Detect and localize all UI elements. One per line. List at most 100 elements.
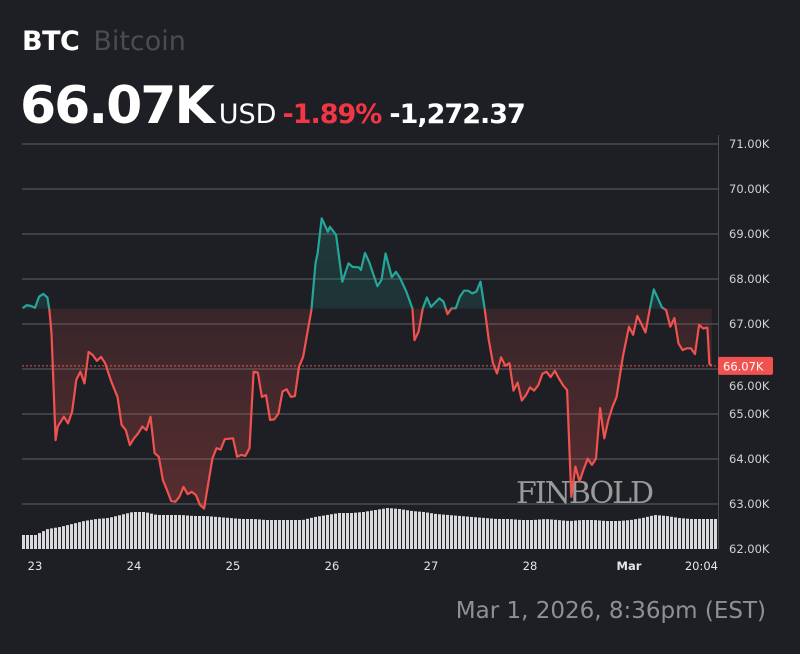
volume-bar bbox=[322, 515, 325, 549]
volume-bar bbox=[282, 520, 285, 549]
volume-bar bbox=[362, 511, 365, 549]
volume-bar bbox=[330, 514, 333, 549]
volume-bar bbox=[690, 519, 693, 549]
current-price: 66.07K bbox=[20, 76, 215, 136]
volume-bar bbox=[446, 514, 449, 549]
volume-bar bbox=[382, 508, 385, 549]
volume-bar bbox=[538, 519, 541, 549]
volume-bar bbox=[318, 516, 321, 549]
volume-bar bbox=[346, 513, 349, 549]
volume-bar bbox=[206, 516, 209, 549]
volume-bar bbox=[70, 524, 73, 549]
volume-bar bbox=[582, 520, 585, 549]
volume-bar bbox=[614, 521, 617, 549]
volume-bar bbox=[610, 521, 613, 549]
volume-bar bbox=[302, 519, 305, 549]
volume-bar bbox=[450, 515, 453, 549]
volume-bar bbox=[250, 519, 253, 549]
volume-bar bbox=[494, 518, 497, 549]
volume-bar bbox=[562, 520, 565, 549]
volume-bar bbox=[166, 515, 169, 549]
volume-bar bbox=[74, 523, 77, 549]
volume-bar bbox=[78, 522, 81, 549]
volume-bar bbox=[702, 519, 705, 549]
volume-bar bbox=[34, 535, 37, 549]
x-tick-label: Mar bbox=[617, 559, 642, 573]
volume-bar bbox=[234, 518, 237, 549]
y-tick-label: 69.00K bbox=[729, 227, 770, 241]
volume-bar bbox=[698, 519, 701, 549]
volume-bar bbox=[426, 512, 429, 549]
volume-bar bbox=[58, 527, 61, 549]
volume-bar bbox=[646, 516, 649, 549]
volume-bar bbox=[514, 519, 517, 549]
volume-bar bbox=[354, 512, 357, 549]
price-line-up bbox=[21, 217, 666, 309]
x-tick-label: 26 bbox=[325, 559, 340, 573]
asset-name: Bitcoin bbox=[93, 26, 186, 57]
volume-bar bbox=[102, 518, 105, 549]
volume-bar bbox=[566, 520, 569, 549]
volume-bar bbox=[98, 518, 101, 549]
volume-bar bbox=[86, 520, 89, 549]
volume-bar bbox=[122, 514, 125, 549]
volume-bar bbox=[218, 517, 221, 549]
y-tick-label: 64.00K bbox=[729, 452, 770, 466]
volume-bar bbox=[522, 520, 525, 549]
volume-bar bbox=[22, 535, 25, 549]
volume-bar bbox=[290, 520, 293, 549]
volume-bar bbox=[466, 516, 469, 549]
volume-bar bbox=[150, 513, 153, 549]
volume-bar bbox=[258, 519, 261, 549]
currency: USD bbox=[218, 99, 277, 130]
volume-bar bbox=[110, 517, 113, 549]
x-tick-label: 20:04 bbox=[685, 559, 718, 573]
volume-bar bbox=[510, 519, 513, 549]
volume-bar bbox=[262, 519, 265, 549]
volume-bar bbox=[682, 518, 685, 549]
area-fill-above bbox=[22, 218, 664, 309]
volume-bar bbox=[158, 515, 161, 549]
volume-bar bbox=[402, 509, 405, 549]
volume-bar bbox=[490, 518, 493, 549]
volume-bar bbox=[418, 511, 421, 549]
volume-bar bbox=[654, 515, 657, 549]
volume-bar bbox=[374, 510, 377, 549]
timestamp: Mar 1, 2026, 8:36pm (EST) bbox=[455, 598, 766, 624]
volume-bar bbox=[546, 519, 549, 549]
volume-bar bbox=[306, 518, 309, 549]
volume-bar bbox=[434, 513, 437, 549]
volume-bar bbox=[130, 512, 133, 549]
finbold-watermark: FINBOLD bbox=[516, 476, 653, 511]
volume-bar bbox=[618, 520, 621, 549]
volume-bar bbox=[46, 529, 49, 549]
volume-bar bbox=[66, 525, 69, 549]
volume-bar bbox=[598, 520, 601, 549]
volume-bar bbox=[478, 517, 481, 549]
ticker-header: BTC Bitcoin bbox=[22, 26, 186, 57]
volume-bar bbox=[594, 520, 597, 549]
volume-bar bbox=[602, 520, 605, 549]
volume-bar bbox=[38, 533, 41, 549]
volume-bar bbox=[462, 516, 465, 549]
volume-bar bbox=[90, 519, 93, 549]
volume-bar bbox=[670, 516, 673, 549]
y-tick-label: 62.00K bbox=[729, 542, 770, 556]
volume-bar bbox=[586, 520, 589, 549]
x-tick-label: 28 bbox=[523, 559, 538, 573]
volume-bar bbox=[390, 508, 393, 549]
volume-bar bbox=[310, 517, 313, 549]
volume-bar bbox=[506, 519, 509, 549]
volume-bar bbox=[242, 519, 245, 549]
volume-bar bbox=[542, 519, 545, 549]
volume-bar bbox=[194, 516, 197, 549]
volume-bar bbox=[394, 508, 397, 549]
volume-bar bbox=[154, 514, 157, 549]
volume-bar bbox=[94, 519, 97, 549]
x-tick-label: 23 bbox=[28, 559, 43, 573]
volume-bar bbox=[170, 515, 173, 549]
volume-bar bbox=[482, 517, 485, 549]
volume-bar bbox=[162, 515, 165, 549]
volume-bar bbox=[386, 508, 389, 549]
volume-bar bbox=[518, 519, 521, 549]
